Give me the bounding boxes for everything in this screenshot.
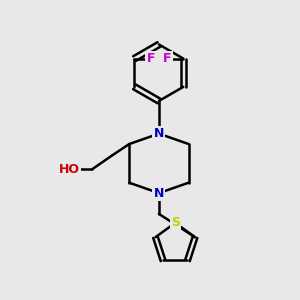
Text: N: N: [154, 127, 164, 140]
Text: F: F: [147, 52, 155, 65]
Text: N: N: [154, 187, 164, 200]
Text: F: F: [163, 52, 171, 65]
Text: HO: HO: [59, 163, 80, 176]
Text: S: S: [171, 216, 180, 229]
